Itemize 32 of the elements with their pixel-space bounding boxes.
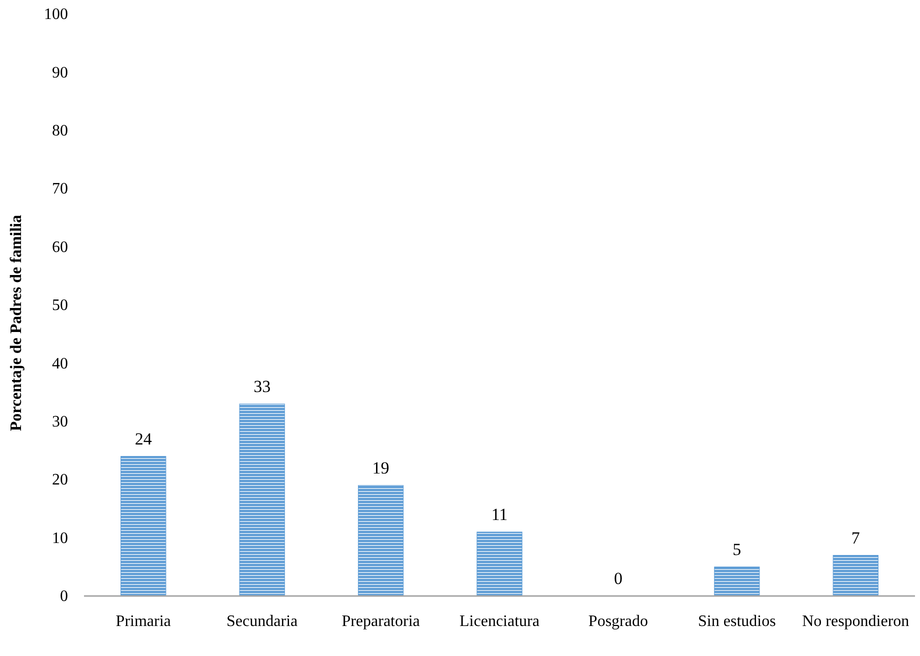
x-tick-label: Sin estudios bbox=[698, 613, 776, 630]
y-tick-label: 60 bbox=[52, 238, 68, 256]
y-tick-label: 20 bbox=[52, 472, 68, 489]
x-tick-label: No respondieron bbox=[802, 613, 910, 630]
y-tick-label: 100 bbox=[44, 6, 68, 24]
data-label: 24 bbox=[134, 429, 152, 448]
y-tick-label: 70 bbox=[52, 180, 68, 198]
data-label: 5 bbox=[732, 540, 742, 559]
x-tick-label: Primaria bbox=[116, 613, 171, 630]
bar bbox=[714, 566, 760, 596]
data-label: 11 bbox=[491, 504, 508, 524]
x-tick-label: Secundaria bbox=[226, 613, 298, 630]
y-tick-label: 0 bbox=[60, 588, 68, 606]
y-tick-label: 90 bbox=[52, 64, 68, 82]
y-tick-label: 80 bbox=[52, 122, 68, 140]
x-tick-label: Posgrado bbox=[588, 613, 648, 630]
bar bbox=[120, 456, 166, 596]
y-tick-label: 40 bbox=[52, 355, 68, 372]
y-tick-label: 30 bbox=[52, 414, 68, 431]
bar bbox=[239, 404, 285, 596]
x-tick-label: Licenciatura bbox=[460, 613, 540, 630]
bar bbox=[832, 555, 878, 596]
bar bbox=[358, 485, 404, 596]
y-tick-label: 50 bbox=[52, 297, 68, 314]
bar bbox=[476, 532, 522, 596]
data-label: 33 bbox=[254, 376, 271, 396]
data-label: 19 bbox=[372, 458, 390, 478]
data-label: 0 bbox=[614, 569, 622, 588]
data-label: 7 bbox=[851, 528, 860, 548]
y-tick-label: 10 bbox=[52, 530, 68, 547]
y-axis-title: Porcentaje de Padres de familia bbox=[8, 214, 25, 432]
x-tick-label: Preparatoria bbox=[342, 613, 420, 630]
